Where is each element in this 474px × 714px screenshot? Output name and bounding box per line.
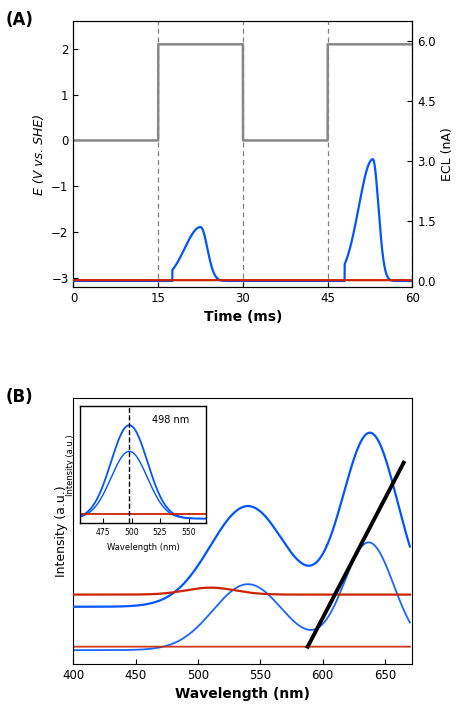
Text: (B): (B) xyxy=(6,388,33,406)
Y-axis label: ECL (nA): ECL (nA) xyxy=(441,127,455,181)
Y-axis label: Intensity (a.u.): Intensity (a.u.) xyxy=(55,486,68,577)
Text: (A): (A) xyxy=(6,11,34,29)
X-axis label: Wavelength (nm): Wavelength (nm) xyxy=(175,688,310,701)
X-axis label: Time (ms): Time (ms) xyxy=(204,311,282,324)
Y-axis label: E (V vs. SHE): E (V vs. SHE) xyxy=(33,114,46,195)
